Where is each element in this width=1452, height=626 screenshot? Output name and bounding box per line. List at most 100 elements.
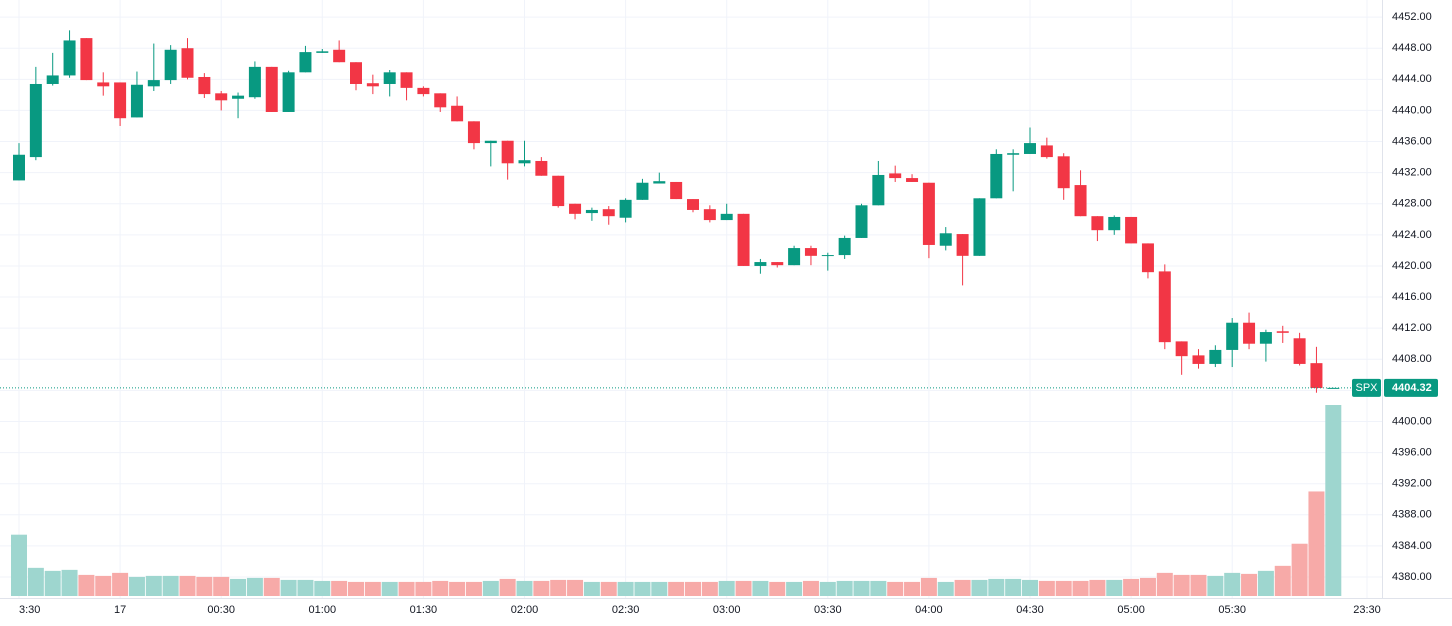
x-tick-label: 00:30 [207, 604, 235, 616]
volume-bar [600, 581, 617, 596]
volume-bar [61, 569, 78, 596]
candle-body [855, 205, 868, 238]
volume-bar [567, 579, 584, 596]
y-tick-label: 4428.00 [1392, 198, 1432, 210]
volume-bar [145, 575, 162, 596]
candle-body [63, 40, 76, 76]
volume-bar [280, 579, 297, 596]
y-tick-label: 4388.00 [1392, 509, 1432, 521]
candle-body [181, 48, 194, 78]
volume-bar [1257, 570, 1274, 596]
x-tick-label: 02:30 [612, 604, 640, 616]
candle-body [1007, 153, 1020, 155]
candle-body [703, 209, 716, 221]
x-tick-label: 3:30 [19, 604, 40, 616]
candle-body [922, 182, 935, 245]
candle-body [838, 237, 851, 256]
volume-bar [651, 581, 668, 596]
volume-bar [1055, 580, 1072, 596]
volume-bar [1207, 575, 1224, 596]
y-tick-label: 4440.00 [1392, 104, 1432, 116]
candle-body [467, 121, 480, 144]
volume-bar [1190, 574, 1207, 596]
y-tick-label: 4400.00 [1392, 415, 1432, 427]
volume-bar [1173, 574, 1190, 596]
candle-body [737, 213, 750, 266]
candle-body [535, 160, 548, 176]
candle-body [265, 66, 278, 112]
candle-body [383, 72, 396, 84]
x-tick-label: 04:30 [1016, 604, 1044, 616]
volume-bar [128, 576, 145, 596]
volume-bar [937, 581, 954, 596]
volume-bar [887, 581, 904, 596]
volume-bar [1022, 579, 1038, 596]
candle-body [1141, 243, 1154, 273]
x-tick-label: 17 [114, 604, 126, 616]
volume-bar [112, 572, 129, 596]
candle-body [1243, 322, 1256, 344]
candle-body [1024, 143, 1036, 154]
candle-body [417, 87, 430, 95]
candle-body [434, 93, 447, 108]
candle-body [1226, 322, 1239, 350]
y-tick-label: 4380.00 [1392, 571, 1432, 583]
y-tick-label: 4444.00 [1392, 73, 1432, 85]
candle-body [1175, 341, 1188, 357]
volume-bar [297, 579, 314, 596]
volume-bar [634, 581, 651, 596]
volume-bar [1089, 579, 1106, 596]
candle-body [215, 93, 228, 101]
y-tick-label: 4408.00 [1392, 353, 1432, 365]
y-tick-label: 4384.00 [1392, 540, 1432, 552]
candle-body [990, 153, 1003, 199]
candle-body [164, 49, 177, 81]
candle-body [316, 51, 329, 53]
volume-bar [819, 581, 836, 596]
volume-bar [701, 581, 718, 596]
volume-bar [482, 580, 499, 596]
candle-body [569, 203, 582, 214]
volume-bar [802, 580, 819, 596]
volume-bar [786, 581, 803, 596]
volume-bar [1291, 543, 1308, 596]
x-tick-label: 04:00 [915, 604, 943, 616]
candle-body [1293, 338, 1306, 364]
candle-body [1259, 332, 1272, 344]
candle-body [451, 105, 464, 122]
volume-bar [499, 578, 516, 596]
x-tick-label: 02:00 [511, 604, 539, 616]
volume-bar [415, 581, 432, 596]
volume-bar [1139, 577, 1156, 596]
candle-body [1158, 271, 1171, 343]
x-tick-label: 01:00 [309, 604, 337, 616]
volume-bar [617, 581, 634, 596]
volume-bar [162, 575, 179, 596]
volume-bar [920, 577, 937, 596]
candle-body [653, 181, 666, 184]
candle-body [1108, 216, 1121, 231]
volume-bar [1224, 572, 1241, 596]
candle-body [46, 75, 59, 84]
candle-body [518, 160, 531, 164]
candle-body [889, 173, 902, 179]
candle-body [282, 72, 295, 112]
candle-body [821, 255, 834, 257]
y-tick-label: 4420.00 [1392, 260, 1432, 272]
volume-bar [718, 580, 735, 596]
volume-bar [179, 575, 196, 596]
volume-bar [1072, 580, 1089, 596]
candle-body [687, 199, 699, 210]
volume-bar [870, 580, 887, 596]
candle-body [248, 66, 261, 98]
candle-body [602, 209, 615, 217]
x-tick-label: 03:00 [713, 604, 741, 616]
candle-body [939, 233, 952, 246]
candle-body [1310, 363, 1323, 389]
y-tick-label: 4392.00 [1392, 478, 1432, 490]
candle-body [147, 80, 160, 87]
volume-bar [449, 581, 466, 596]
candle-body [956, 234, 969, 256]
